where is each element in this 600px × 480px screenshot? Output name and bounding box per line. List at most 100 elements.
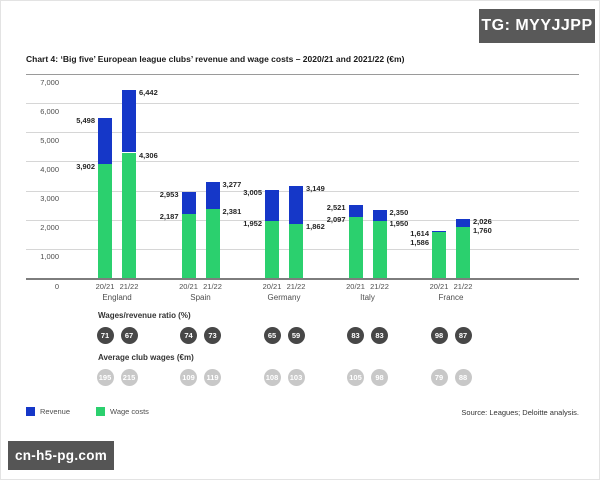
value-label-revenue-italy-21/22: 2,350 [389,207,409,217]
avg-wages-row-header: Average club wages (€m) [98,353,194,362]
bar-revenue-germany-20/21 [265,190,279,222]
x-tick-england-21/22: 21/22 [119,282,139,291]
value-label-wage-costs-italy-21/22: 1,950 [389,219,409,229]
x-tick-france-20/21: 20/21 [429,282,449,291]
avg-wages-badge-germany-21/22: 103 [287,368,305,386]
avg-wages-badge-england-21/22: 215 [120,368,138,386]
bar-revenue-england-21/22 [122,90,136,153]
legend-label-revenue: Revenue [40,407,71,416]
avg-wages-badge-italy-20/21: 105 [347,368,364,386]
x-tick-france-21/22: 21/22 [453,282,473,291]
gridline-6000 [26,103,579,105]
value-label-wage-costs-spain-20/21: 2,187 [159,212,179,222]
gridline-0 [26,278,579,280]
ratio-badge-england-20/21: 71 [96,326,114,344]
ratio-badge-germany-21/22: 59 [287,326,305,344]
bar-revenue-spain-21/22 [205,182,220,209]
ratio-badge-france-21/22: 87 [454,326,472,344]
bar-revenue-france-21/22 [456,218,470,227]
watermark-text: cn-h5-pg.com [14,448,108,463]
avg-wages-badge-germany-20/21: 108 [263,368,281,386]
value-label-revenue-germany-20/21: 3,005 [243,188,262,198]
x-tick-england-20/21: 20/21 [95,282,115,291]
value-label-wage-costs-england-20/21: 3,902 [76,162,95,172]
value-label-wage-costs-england-21/22: 4,306 [139,150,158,160]
value-label-wage-costs-france-21/22: 1,760 [473,225,492,235]
y-axis-label-0: 0 [54,281,59,291]
bar-wage-costs-france-20/21 [432,231,446,278]
bar-revenue-germany-21/22 [289,186,303,224]
x-axis-country-italy: Italy [360,293,375,302]
value-label-wage-costs-germany-21/22: 1,862 [306,221,325,231]
bar-revenue-france-20/21 [432,230,446,232]
bar-wage-costs-italy-20/21 [348,216,363,278]
bar-revenue-italy-21/22 [372,209,387,222]
y-axis-label-6000: 6,000 [40,106,59,116]
avg-wages-badge-england-20/21: 195 [96,368,114,386]
ratio-badge-italy-21/22: 83 [371,326,388,344]
avg-wages-badge-spain-20/21: 109 [180,368,197,386]
bar-wage-costs-germany-21/22 [289,223,303,278]
x-tick-italy-21/22: 21/22 [370,282,389,291]
y-axis-label-3000: 3,000 [40,194,59,204]
gridline-4000 [26,161,579,163]
x-axis-country-england: England [102,293,132,302]
avg-wages-badge-spain-21/22: 119 [204,368,221,386]
x-tick-italy-20/21: 20/21 [346,282,365,291]
bar-wage-costs-england-21/22 [122,152,136,278]
ratio-badge-germany-20/21: 65 [263,326,281,344]
y-axis-label-1000: 1,000 [40,252,59,262]
bar-wage-costs-england-20/21 [98,164,112,278]
telegram-tag-badge: TG: MYYJJPP [479,9,595,43]
avg-wages-badge-france-21/22: 88 [454,368,472,386]
value-label-revenue-spain-20/21: 2,953 [159,189,179,199]
legend-item-wage-costs: Wage costs [96,407,149,416]
y-axis-label-5000: 5,000 [40,135,59,145]
value-label-revenue-england-20/21: 5,498 [76,115,95,125]
legend-label-wage-costs: Wage costs [110,407,149,416]
x-axis-country-germany: Germany [267,293,301,302]
y-axis-label-2000: 2,000 [40,223,59,233]
bar-wage-costs-italy-21/22 [372,221,387,278]
bar-revenue-england-20/21 [98,117,112,165]
value-label-revenue-germany-21/22: 3,149 [306,184,325,194]
ratio-badge-spain-20/21: 74 [180,326,197,344]
y-axis-label-4000: 4,000 [40,164,59,174]
value-label-wage-costs-france-20/21: 1,586 [410,237,429,247]
ratio-row-header: Wages/revenue ratio (%) [98,311,191,320]
bar-wage-costs-spain-20/21 [181,214,196,278]
value-label-wage-costs-italy-20/21: 2,097 [326,214,346,224]
ratio-badge-italy-20/21: 83 [347,326,364,344]
x-axis-country-france: France [438,293,464,302]
y-axis-label-7000: 7,000 [40,77,59,87]
value-label-revenue-england-21/22: 6,442 [139,88,158,98]
chart-legend: Revenue Wage costs [26,407,149,416]
chart-title: Chart 4: ‘Big five’ European league club… [26,54,405,64]
ratio-badge-england-21/22: 67 [120,326,138,344]
x-tick-germany-21/22: 21/22 [286,282,306,291]
telegram-tag-text: TG: MYYJJPP [481,17,593,34]
value-label-revenue-france-20/21: 1,614 [410,228,429,238]
x-axis-country-spain: Spain [190,293,211,302]
bar-revenue-italy-20/21 [348,204,363,217]
value-label-revenue-france-21/22: 2,026 [473,216,492,226]
watermark-badge: cn-h5-pg.com [8,441,114,470]
x-tick-germany-20/21: 20/21 [262,282,282,291]
value-label-revenue-italy-20/21: 2,521 [326,202,346,212]
source-note: Source: Leagues; Deloitte analysis. [461,408,579,417]
value-label-revenue-spain-21/22: 3,277 [222,180,242,190]
legend-item-revenue: Revenue [26,407,70,416]
wage-costs-swatch-icon [96,407,106,416]
value-label-wage-costs-germany-20/21: 1,952 [243,219,262,229]
x-tick-spain-20/21: 20/21 [179,282,198,291]
ratio-badge-france-20/21: 98 [430,326,448,344]
value-label-wage-costs-spain-21/22: 2,381 [222,206,242,216]
avg-wages-badge-france-20/21: 79 [430,368,448,386]
ratio-badge-spain-21/22: 73 [204,326,221,344]
gridline-5000 [26,132,579,134]
gridline-7000 [26,74,579,75]
avg-wages-badge-italy-21/22: 98 [371,368,388,386]
revenue-swatch-icon [26,407,35,416]
x-tick-spain-21/22: 21/22 [203,282,222,291]
